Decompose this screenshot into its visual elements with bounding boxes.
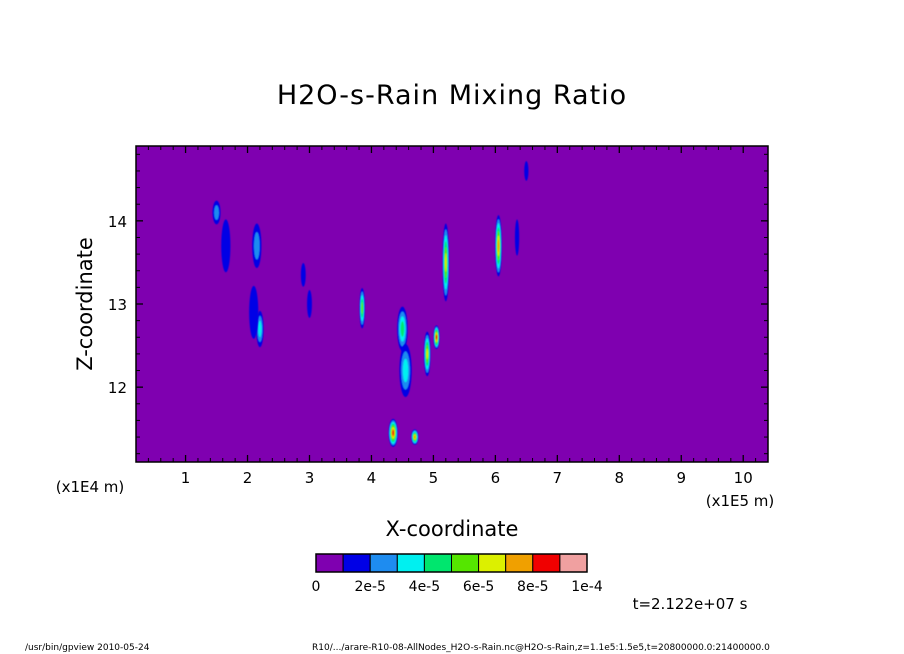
x-tick-label: 3	[305, 469, 315, 487]
rain-contour	[300, 263, 306, 287]
rain-feature	[300, 263, 306, 287]
rain-feature	[433, 325, 440, 350]
rain-contour	[249, 285, 259, 339]
plot-area	[135, 145, 769, 463]
x-tick-label: 6	[491, 469, 501, 487]
rain-feature	[307, 290, 312, 318]
rain-feature	[423, 331, 431, 377]
colorbar-swatch	[315, 553, 344, 573]
colorbar	[315, 553, 588, 573]
rain-feature	[495, 215, 502, 277]
x-tick-label: 7	[553, 469, 563, 487]
footer-source: R10/.../arare-R10-08-AllNodes_H2O-s-Rain…	[312, 643, 770, 653]
rain-contour	[426, 348, 429, 360]
rain-contour	[258, 320, 262, 338]
rain-feature	[397, 306, 408, 352]
rain-features	[212, 161, 529, 447]
colorbar-swatch	[396, 553, 425, 573]
rain-feature	[221, 219, 231, 273]
y-tick-label: 12	[108, 379, 127, 397]
colorbar-swatch	[342, 553, 371, 573]
rain-contour	[444, 252, 447, 272]
rain-feature	[388, 418, 398, 447]
rain-contour	[435, 335, 438, 340]
x-axis-unit: (x1E5 m)	[706, 492, 775, 510]
plot-background	[136, 146, 768, 462]
rain-feature	[249, 285, 259, 339]
x-axis-label: X-coordinate	[386, 517, 519, 541]
rain-feature	[411, 429, 419, 445]
rain-feature	[442, 223, 450, 302]
rain-contour	[214, 205, 219, 220]
rain-contour	[361, 302, 363, 314]
x-tick-label: 10	[734, 469, 753, 487]
x-tick-label: 8	[615, 469, 625, 487]
footer-program: /usr/bin/gpview 2010-05-24	[25, 643, 150, 653]
rain-contour	[524, 161, 529, 181]
colorbar-swatch	[423, 553, 452, 573]
time-label: t=2.122e+07 s	[633, 595, 748, 613]
chart-title: H2O-s-Rain Mixing Ratio	[277, 80, 627, 111]
colorbar-label: 6e-5	[463, 579, 494, 595]
x-axis-ticks: 1 2 3 4 5 6 7 8 9 10	[135, 146, 757, 487]
colorbar-swatch	[478, 553, 507, 573]
rain-contour	[402, 358, 409, 383]
colorbar-swatch	[532, 553, 561, 573]
colorbar-labels: 0 2e-5 4e-5 6e-5 8e-5 1e-4	[312, 579, 603, 595]
rain-feature	[252, 223, 262, 269]
rain-contour	[221, 219, 231, 273]
colorbar-label: 4e-5	[409, 579, 440, 595]
colorbar-label: 8e-5	[517, 579, 548, 595]
rain-feature	[399, 344, 412, 397]
y-tick-label: 14	[108, 213, 127, 231]
colorbar-label: 0	[312, 579, 321, 595]
rain-contour	[400, 321, 405, 337]
colorbar-swatch	[369, 553, 398, 573]
x-tick-label: 4	[367, 469, 377, 487]
rain-feature	[359, 287, 365, 329]
rain-feature	[514, 219, 520, 256]
x-tick-label: 1	[181, 469, 191, 487]
rain-contour	[253, 232, 260, 260]
colorbar-swatch	[451, 553, 480, 573]
rain-contour	[497, 239, 500, 253]
rain-contour	[414, 435, 416, 439]
y-axis-ticks: 12 13 14	[108, 153, 768, 455]
y-axis-unit: (x1E4 m)	[56, 478, 125, 496]
x-tick-label: 9	[676, 469, 686, 487]
y-axis-label: Z-coordinate	[73, 237, 97, 371]
rain-feature	[212, 200, 221, 225]
x-tick-label: 5	[429, 469, 439, 487]
colorbar-swatch	[559, 553, 588, 573]
rain-contour	[514, 219, 520, 256]
colorbar-label: 2e-5	[354, 579, 385, 595]
y-tick-label: 13	[108, 296, 127, 314]
rain-feature	[524, 161, 529, 181]
x-tick-label: 2	[243, 469, 253, 487]
rain-contour	[307, 290, 312, 318]
colorbar-label: 1e-4	[571, 579, 603, 595]
rain-contour	[392, 430, 394, 436]
colorbar-frame	[315, 553, 588, 573]
colorbar-swatch	[505, 553, 534, 573]
